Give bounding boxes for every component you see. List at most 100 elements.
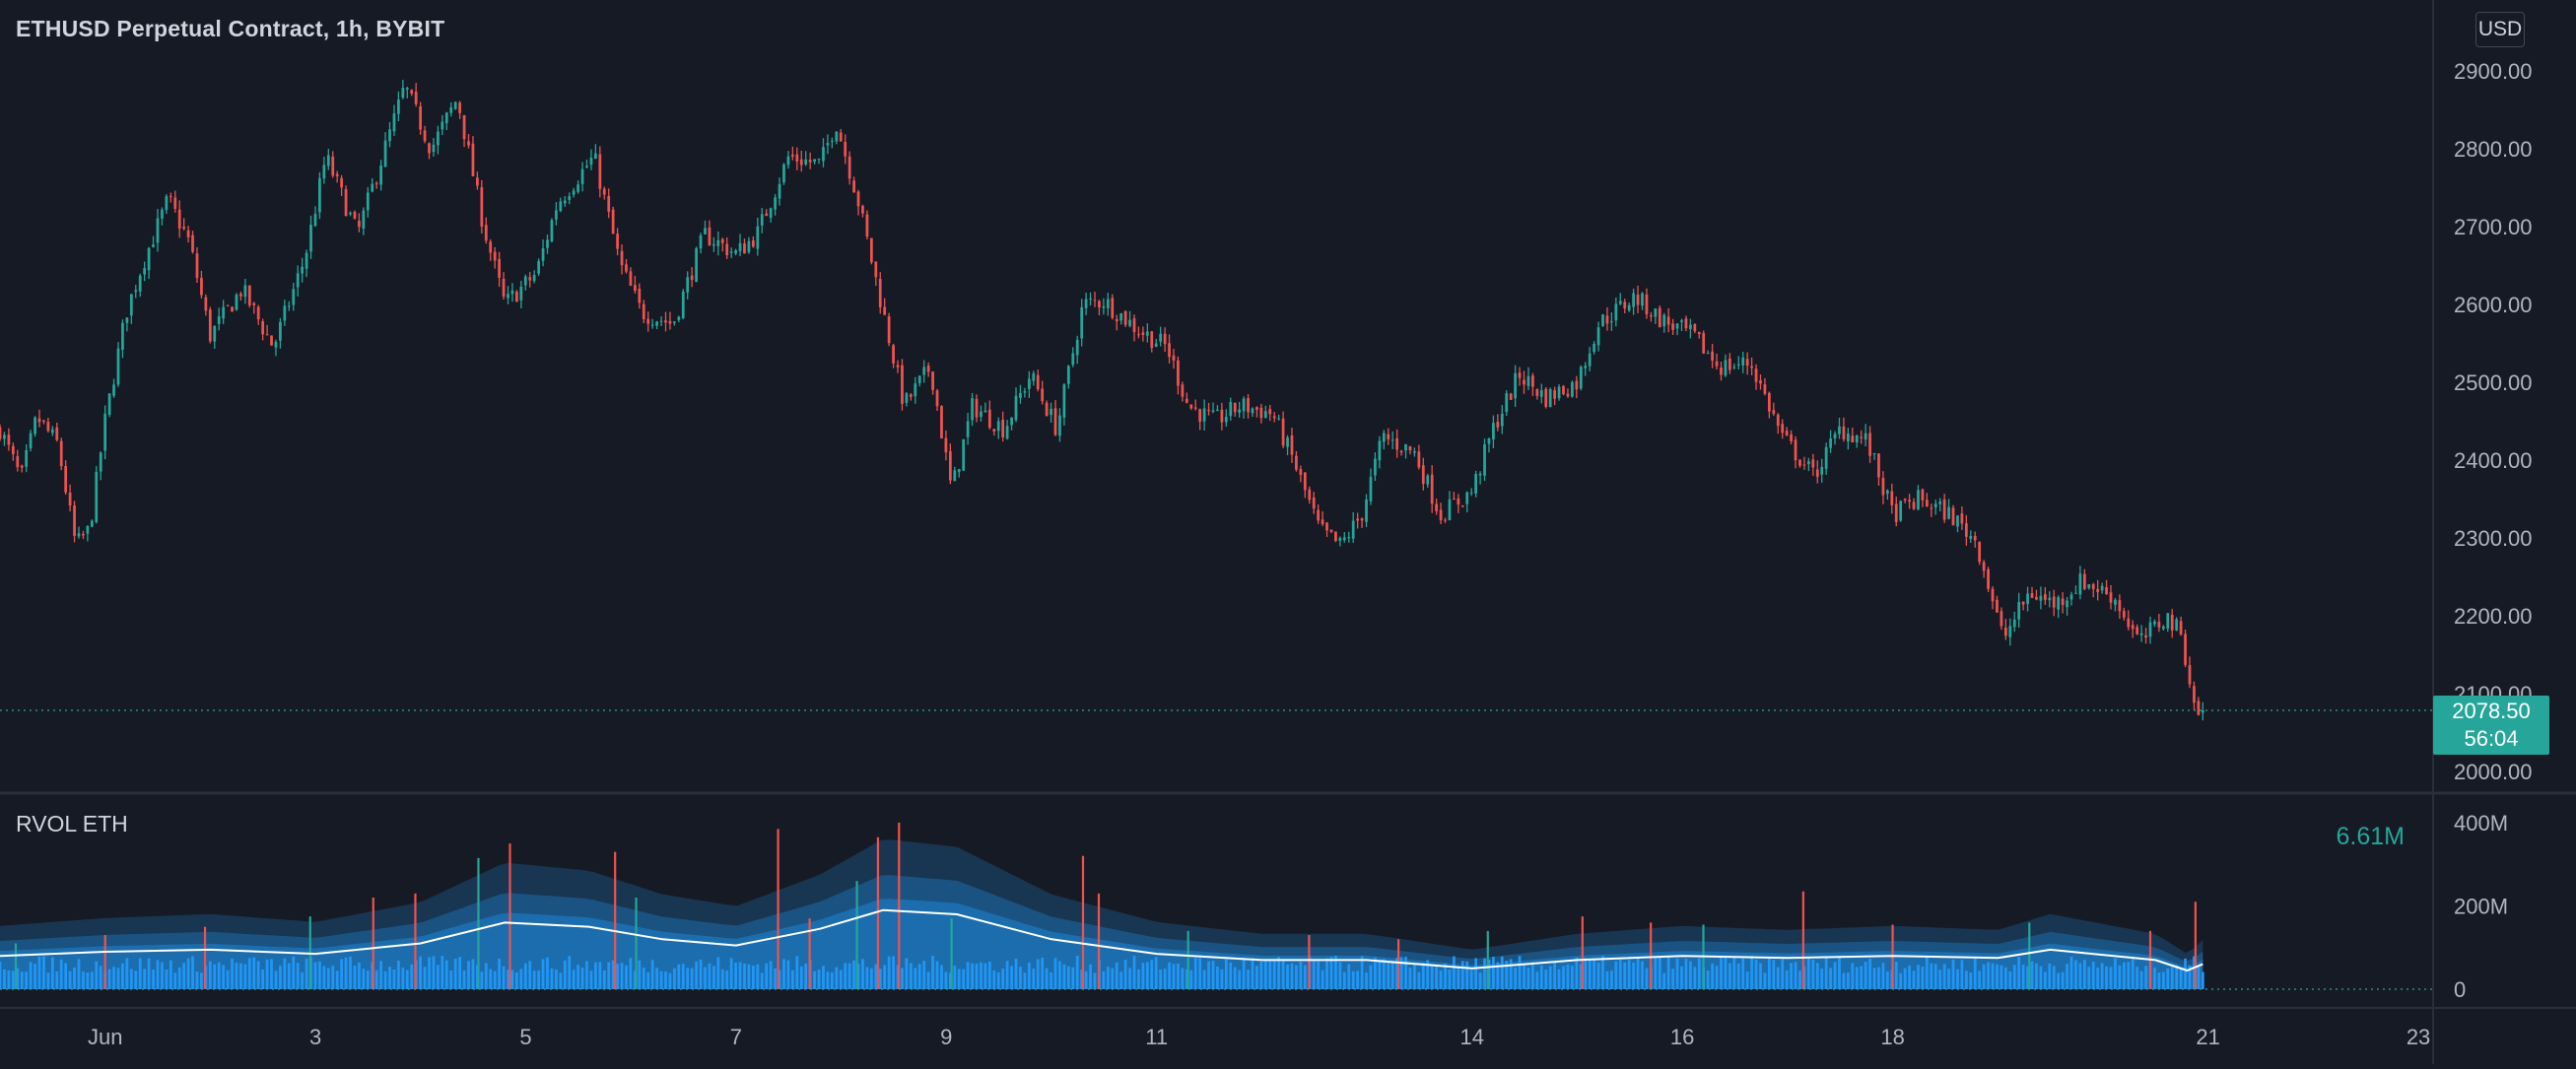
volume-bar bbox=[1539, 966, 1543, 989]
candle-body bbox=[2197, 701, 2201, 715]
candle-body bbox=[301, 266, 305, 274]
candle-body bbox=[2122, 611, 2126, 618]
candle-body bbox=[546, 239, 549, 248]
candle-body bbox=[957, 469, 961, 473]
candle-body bbox=[1706, 353, 1710, 355]
candle-body bbox=[620, 250, 624, 266]
candle-body bbox=[1027, 378, 1031, 389]
indicator-title[interactable]: RVOL ETH bbox=[16, 811, 128, 836]
price-axis[interactable]: 2000.002100.002200.002300.002400.002500.… bbox=[2454, 59, 2533, 784]
candle-body bbox=[1198, 409, 1202, 422]
candle-body bbox=[729, 251, 733, 253]
volume-bar bbox=[432, 956, 436, 989]
volume-bar bbox=[388, 967, 391, 989]
volume-bar bbox=[1334, 956, 1337, 989]
indicator-value: 6.61M bbox=[2336, 823, 2405, 850]
volume-bar bbox=[484, 963, 488, 989]
price-tick-label: 2800.00 bbox=[2454, 137, 2533, 162]
candle-body bbox=[931, 371, 934, 390]
candle-body bbox=[1903, 499, 1907, 501]
candle-body bbox=[808, 160, 812, 163]
volume-bar bbox=[2087, 967, 2091, 989]
candle-body bbox=[2148, 622, 2152, 637]
candle-body bbox=[147, 247, 151, 271]
candle-body bbox=[799, 159, 803, 166]
volume-bar bbox=[926, 971, 930, 989]
time-tick-label: 23 bbox=[2407, 1025, 2430, 1049]
volume-bar bbox=[559, 972, 563, 989]
volume-bar bbox=[1413, 965, 1416, 989]
candle-body bbox=[449, 106, 453, 113]
volume-bar bbox=[2048, 963, 2052, 989]
candle-body bbox=[1671, 323, 1674, 330]
time-tick-label: 3 bbox=[309, 1025, 321, 1049]
candle-body bbox=[1811, 459, 1815, 468]
volume-axis[interactable]: 0 200M 400M bbox=[2454, 811, 2508, 1002]
volume-bar bbox=[962, 969, 966, 989]
volume-bar bbox=[616, 964, 619, 989]
candle-body bbox=[765, 213, 769, 217]
candle-body bbox=[1084, 299, 1088, 308]
volume-bar bbox=[1500, 956, 1504, 989]
volume-bar bbox=[143, 969, 147, 989]
candle-body bbox=[313, 213, 317, 227]
volume-bar bbox=[1369, 965, 1373, 989]
volume-bar bbox=[1487, 959, 1491, 989]
candle-body bbox=[743, 242, 746, 254]
volume-bar bbox=[1579, 964, 1583, 989]
volume-bar bbox=[1014, 958, 1018, 989]
price-pane[interactable] bbox=[0, 80, 2433, 721]
volume-bar bbox=[25, 971, 29, 989]
candle-body bbox=[2193, 686, 2196, 703]
candle-body bbox=[690, 275, 694, 280]
volume-bar bbox=[1605, 970, 1609, 989]
candle-body bbox=[760, 214, 764, 226]
candle-body bbox=[1023, 391, 1027, 393]
volume-bar bbox=[1641, 961, 1644, 989]
candle-body bbox=[16, 456, 20, 468]
candle-body bbox=[515, 292, 518, 302]
candle-body bbox=[388, 129, 391, 142]
candle-body bbox=[374, 183, 378, 185]
volume-bar bbox=[235, 963, 238, 989]
candle-body bbox=[1697, 331, 1701, 335]
volume-bar bbox=[642, 968, 645, 989]
candle-body bbox=[1098, 301, 1101, 307]
volume-bar bbox=[1987, 962, 1990, 989]
candle-body bbox=[358, 221, 361, 228]
candle-body bbox=[634, 285, 637, 292]
candle-body bbox=[844, 141, 847, 157]
candle-body bbox=[1894, 503, 1898, 522]
candle-body bbox=[1408, 446, 1412, 451]
volume-bar bbox=[677, 964, 681, 989]
volume-bar bbox=[1404, 957, 1407, 989]
volume-bar bbox=[896, 965, 900, 989]
volume-bar bbox=[1767, 958, 1771, 989]
candle-body bbox=[1566, 393, 1570, 397]
symbol-title[interactable]: ETHUSD Perpetual Contract, 1h, BYBIT bbox=[16, 16, 445, 41]
volume-bar bbox=[1951, 959, 1955, 989]
candle-body bbox=[774, 197, 777, 210]
candle-body bbox=[502, 278, 506, 298]
currency-button[interactable]: USD bbox=[2475, 12, 2525, 47]
candle-body bbox=[835, 131, 839, 142]
volume-bar bbox=[966, 962, 970, 989]
candle-body bbox=[1815, 469, 1819, 477]
volume-bar bbox=[261, 969, 265, 989]
candle-body bbox=[1689, 324, 1692, 330]
candle-body bbox=[379, 166, 383, 185]
volume-bar bbox=[1185, 969, 1188, 989]
time-axis[interactable]: Jun 3 5 7 9 11 14 16 18 21 23 bbox=[88, 1025, 2430, 1049]
volume-bar bbox=[611, 960, 615, 989]
volume-pane[interactable] bbox=[0, 823, 2433, 990]
volume-bar bbox=[222, 965, 226, 989]
candle-body bbox=[34, 417, 36, 434]
candle-body bbox=[59, 440, 63, 467]
candle-body bbox=[1588, 353, 1592, 367]
volume-bar bbox=[607, 962, 611, 989]
candle-body bbox=[2017, 602, 2021, 620]
price-tick-label: 2000.00 bbox=[2454, 760, 2533, 784]
volume-bar bbox=[331, 966, 335, 989]
